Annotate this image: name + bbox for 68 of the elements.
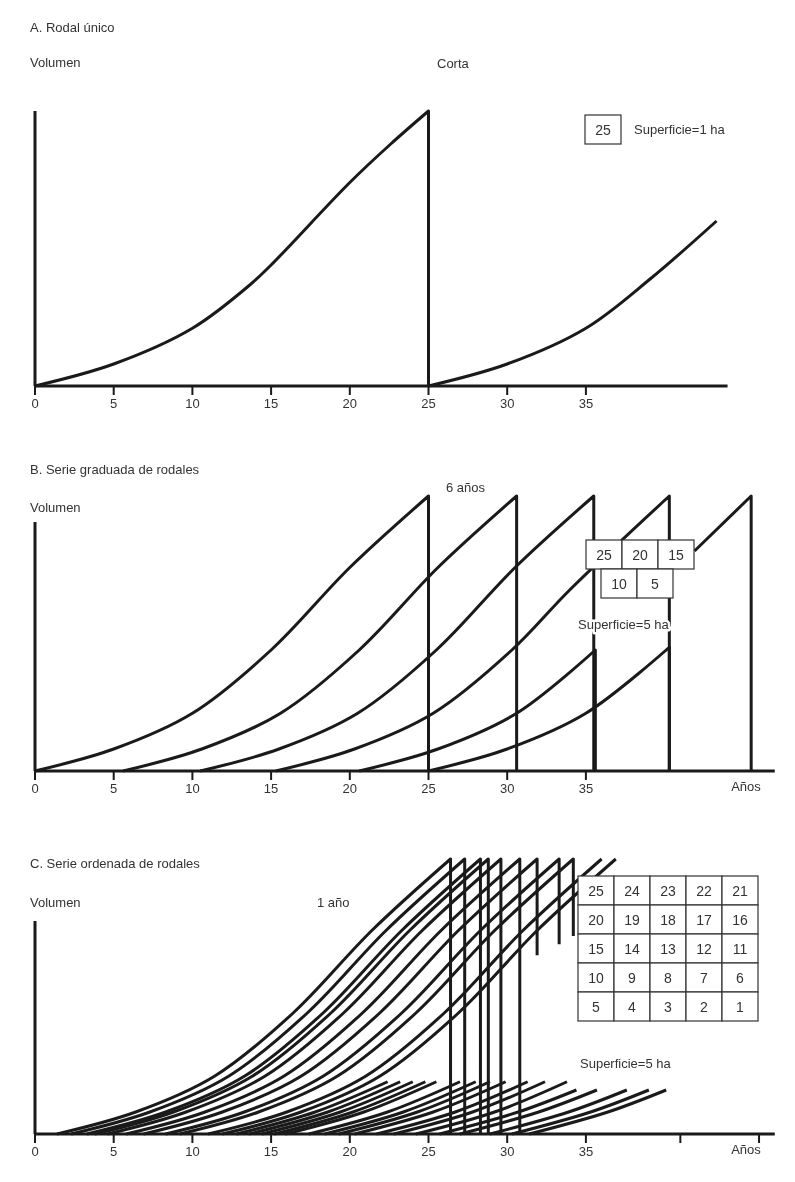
x-axis-title: Años <box>731 1142 762 1157</box>
annotation: Superficie=5 ha <box>580 1056 672 1071</box>
x-tick-label: 15 <box>263 396 279 411</box>
chart-title: C. Serie ordenada de rodales <box>30 856 201 871</box>
annotation: 21 <box>732 883 748 899</box>
text: 6 años <box>446 480 486 495</box>
x-tick-label: 25 <box>421 396 436 411</box>
x-tick-label: 25 <box>421 1144 436 1159</box>
x-tick-label: 5 <box>110 781 118 796</box>
annotation: 10 <box>611 576 627 592</box>
annotation: Superficie=1 ha <box>634 122 726 137</box>
y-axis-title: Volumen <box>30 500 81 515</box>
text: Corta <box>437 56 470 71</box>
annotation: 5 <box>651 576 660 592</box>
annotation: 14 <box>624 941 640 957</box>
annotation: 25 <box>588 883 604 899</box>
x-tick-label: 10 <box>185 1144 200 1159</box>
annotation: 12 <box>696 941 712 957</box>
x-axis-title: Años <box>731 779 762 794</box>
annotation: 23 <box>660 883 676 899</box>
annotation: 9 <box>628 970 637 986</box>
x-tick-label: 30 <box>499 1144 515 1159</box>
chart-title: A. Rodal único <box>30 20 115 35</box>
x-tick-label: 15 <box>263 781 279 796</box>
x-tick-label: 35 <box>578 781 594 796</box>
x-tick-label: 20 <box>342 781 358 796</box>
annotation: 7 <box>700 970 709 986</box>
x-tick-label: 0 <box>31 1144 39 1159</box>
y-axis-title: Volumen <box>30 895 81 910</box>
x-tick-label: 20 <box>342 1144 358 1159</box>
annotation: 25 <box>596 547 612 563</box>
x-tick-label: 0 <box>31 781 39 796</box>
annotation: 25 <box>595 122 611 138</box>
annotation: 1 <box>736 999 745 1015</box>
annotation: 10 <box>588 970 604 986</box>
y-axis-title: Volumen <box>30 55 81 70</box>
x-tick-label: 35 <box>578 396 594 411</box>
x-tick-label: 10 <box>185 781 200 796</box>
x-tick-label: 35 <box>578 1144 594 1159</box>
annotation: 5 <box>592 999 601 1015</box>
annotation: 15 <box>668 547 684 563</box>
annotation: 6 <box>736 970 745 986</box>
annotation: 1 año <box>317 895 350 910</box>
annotation: 8 <box>664 970 673 986</box>
annotation: 20 <box>632 547 648 563</box>
x-tick-label: 15 <box>263 1144 279 1159</box>
annotation: 11 <box>732 941 748 957</box>
annotation: 17 <box>696 912 712 928</box>
annotation: 3 <box>664 999 673 1015</box>
x-tick-label: 10 <box>185 396 200 411</box>
x-tick-label: 0 <box>31 396 39 411</box>
x-tick-label: 5 <box>110 1144 118 1159</box>
annotation: 2 <box>700 999 709 1015</box>
chart-title: B. Serie graduada de rodales <box>30 462 200 477</box>
annotation: 4 <box>628 999 637 1015</box>
x-tick-label: 5 <box>110 396 118 411</box>
x-tick-label: 25 <box>421 781 436 796</box>
annotation: 19 <box>624 912 640 928</box>
annotation: 15 <box>588 941 604 957</box>
annotation: 24 <box>624 883 640 899</box>
annotation: 18 <box>660 912 676 928</box>
annotation: 20 <box>588 912 604 928</box>
x-tick-label: 30 <box>499 781 515 796</box>
annotation: 16 <box>732 912 748 928</box>
x-tick-label: 30 <box>499 396 515 411</box>
x-tick-label: 20 <box>342 396 358 411</box>
annotation: 22 <box>696 883 712 899</box>
annotation: 13 <box>660 941 676 957</box>
